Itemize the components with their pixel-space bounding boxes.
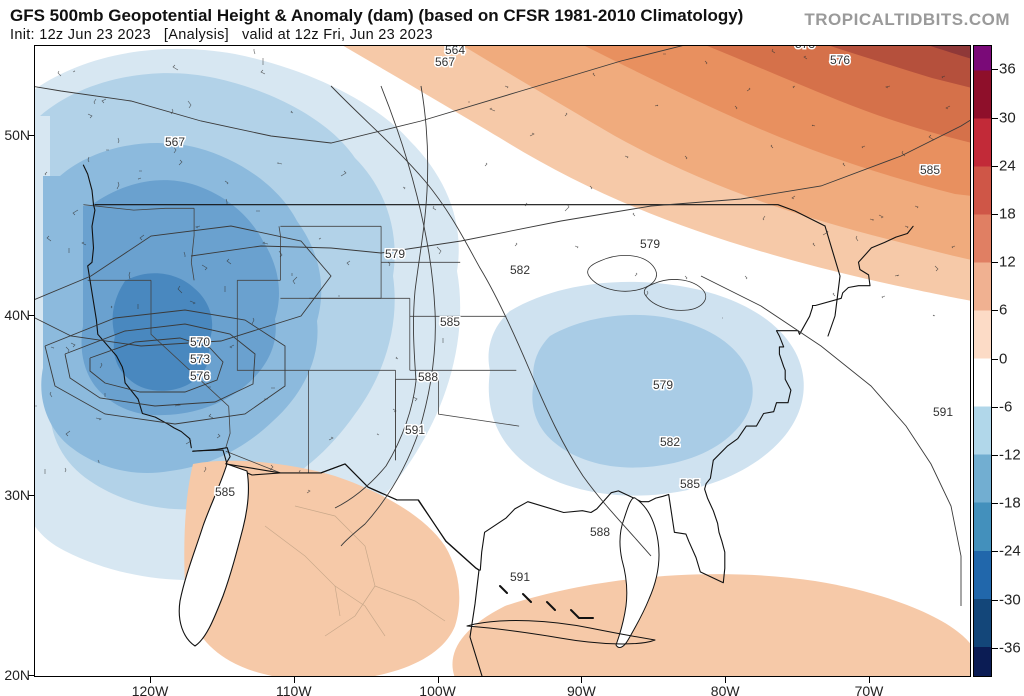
svg-text:591: 591 <box>510 570 530 584</box>
svg-text:567: 567 <box>435 55 455 69</box>
svg-text:585: 585 <box>215 485 235 499</box>
svg-text:588: 588 <box>590 525 610 539</box>
svg-text:567: 567 <box>165 135 185 149</box>
svg-text:582: 582 <box>660 435 680 449</box>
svg-text:576: 576 <box>190 369 210 383</box>
svg-text:591: 591 <box>405 423 425 437</box>
svg-text:576: 576 <box>830 53 850 67</box>
svg-text:579: 579 <box>653 378 673 392</box>
svg-text:579: 579 <box>640 237 660 251</box>
svg-text:579: 579 <box>385 247 405 261</box>
svg-text:585: 585 <box>440 315 460 329</box>
svg-text:588: 588 <box>418 370 438 384</box>
svg-text:582: 582 <box>510 263 530 277</box>
svg-text:585: 585 <box>680 477 700 491</box>
svg-text:573: 573 <box>190 352 210 366</box>
svg-text:585: 585 <box>920 163 940 177</box>
svg-text:591: 591 <box>933 405 953 419</box>
svg-text:573: 573 <box>795 46 815 51</box>
svg-text:570: 570 <box>190 335 210 349</box>
